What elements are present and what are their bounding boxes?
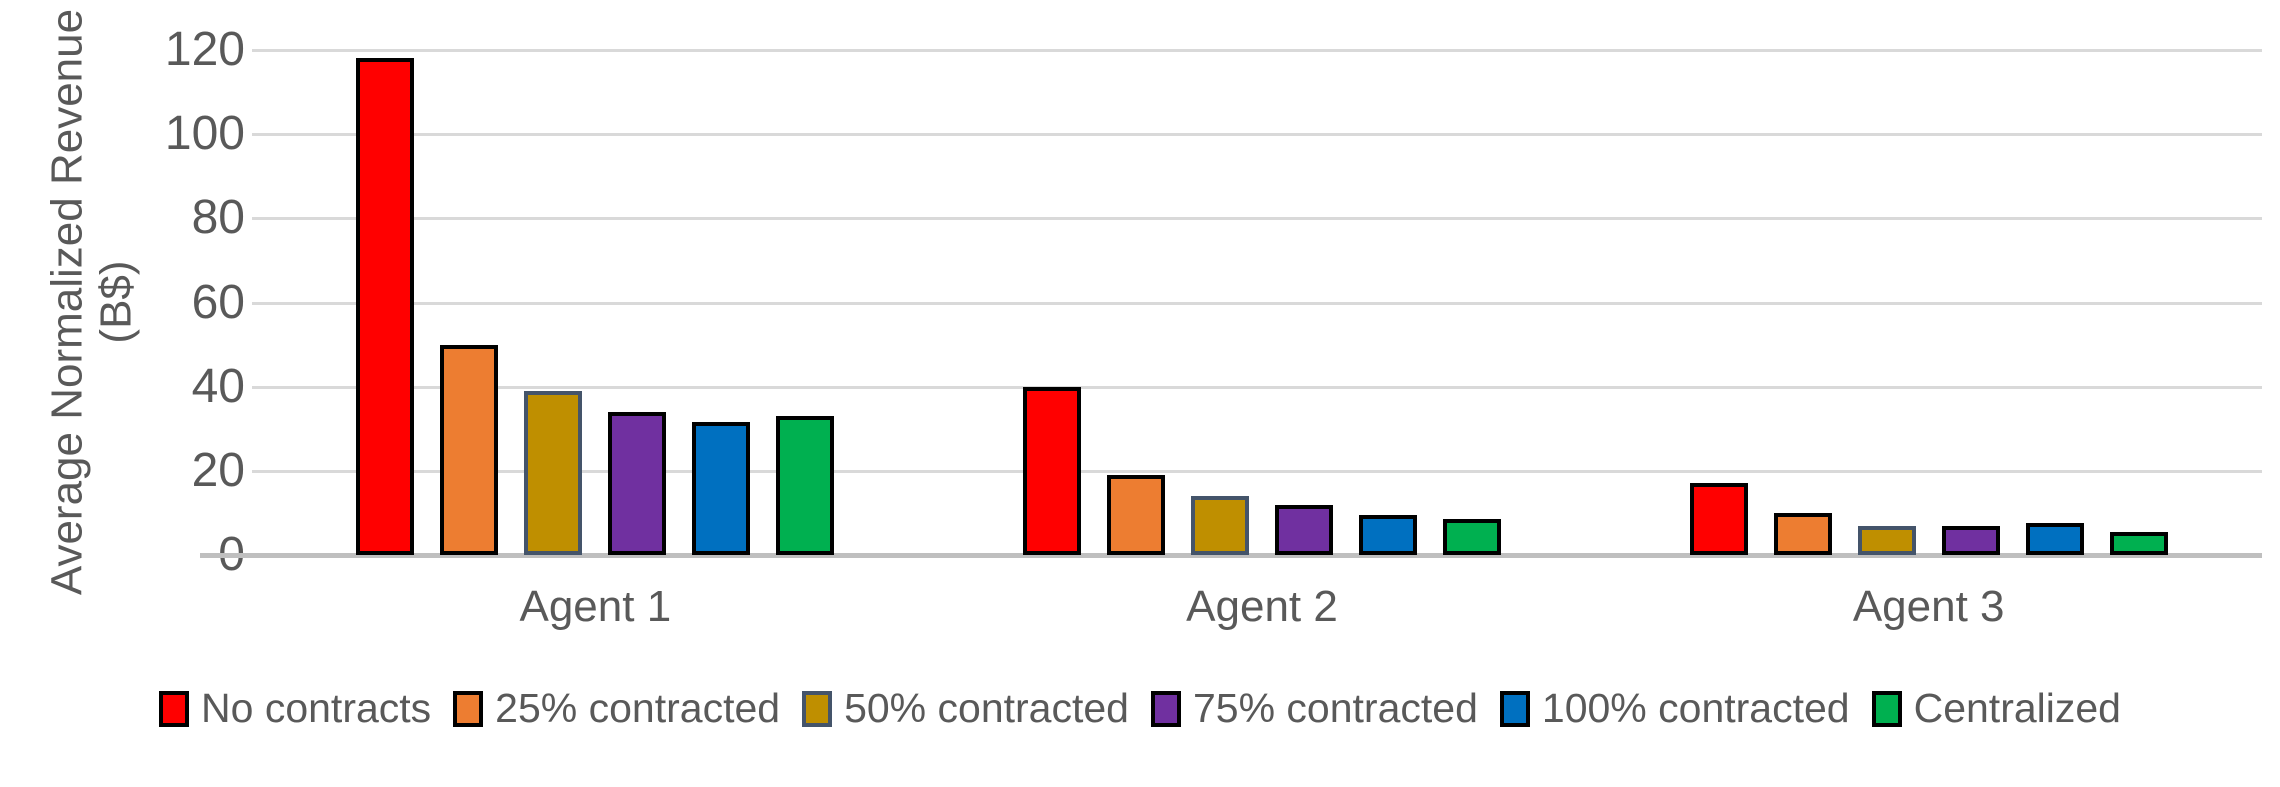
legend-swatch-icon bbox=[1150, 690, 1181, 727]
gridline-120 bbox=[252, 49, 2262, 52]
bar-no-contracts-agent-1 bbox=[356, 58, 415, 555]
bar-75-contracted-agent-3 bbox=[1941, 526, 2000, 555]
bar-groups bbox=[262, 50, 2262, 555]
y-tick-label-40: 40 bbox=[191, 359, 245, 413]
bar-group-agent-3 bbox=[1595, 50, 2262, 555]
y-axis-title-line2: (B$) bbox=[92, 260, 141, 344]
y-tick-label-60: 60 bbox=[191, 275, 245, 329]
legend-swatch-icon bbox=[802, 690, 833, 727]
legend-label: Centralized bbox=[1913, 685, 2121, 731]
gridline-80 bbox=[252, 217, 2262, 221]
legend-swatch-icon bbox=[159, 690, 190, 727]
bar-centralized-agent-3 bbox=[2109, 531, 2168, 555]
legend-swatch-icon bbox=[453, 690, 484, 727]
y-axis-title: Average Normalized Revenue (B$) bbox=[43, 9, 142, 595]
bar-75-contracted-agent-1 bbox=[608, 411, 667, 555]
bar-group-agent-1 bbox=[262, 50, 929, 555]
y-tick-label-80: 80 bbox=[191, 191, 245, 245]
bar-100-contracted-agent-3 bbox=[2025, 523, 2084, 555]
legend-item-75-contracted: 75% contracted bbox=[1150, 685, 1478, 731]
legend-item-100-contracted: 100% contracted bbox=[1499, 685, 1850, 731]
legend-item-50-contracted: 50% contracted bbox=[802, 688, 1129, 729]
bar-no-contracts-agent-2 bbox=[1023, 386, 1081, 555]
bar-75-contracted-agent-2 bbox=[1275, 504, 1333, 555]
legend-item-25-contracted: 25% contracted bbox=[453, 688, 780, 729]
legend-label: 100% contracted bbox=[1541, 685, 1850, 731]
legend-swatch-icon bbox=[1871, 690, 1902, 727]
legend-label: No contracts bbox=[201, 685, 432, 731]
gridline-20 bbox=[252, 469, 2262, 473]
legend-item-no-contracts: No contracts bbox=[159, 688, 431, 729]
bar-50-contracted-agent-3 bbox=[1857, 525, 1916, 555]
legend-item-centralized: Centralized bbox=[1871, 685, 2121, 731]
category-label-agent-2: Agent 2 bbox=[1186, 582, 1338, 631]
category-label-agent-1: Agent 1 bbox=[519, 582, 672, 631]
bar-group-agent-2 bbox=[929, 50, 1596, 555]
bar-50-contracted-agent-2 bbox=[1191, 496, 1249, 555]
y-tick-label-120: 120 bbox=[164, 23, 245, 76]
y-tick-label-100: 100 bbox=[164, 107, 245, 161]
y-axis-tick-labels: 120100806040200 bbox=[140, 26, 245, 579]
gridline-40 bbox=[252, 385, 2262, 389]
category-label-agent-3: Agent 3 bbox=[1852, 582, 2005, 631]
legend: No contracts 25% contracted 50% contracted… bbox=[0, 688, 2280, 729]
plot-area bbox=[200, 49, 2262, 558]
bar-100-contracted-agent-1 bbox=[692, 422, 751, 555]
bar-25-contracted-agent-1 bbox=[440, 344, 499, 555]
bar-centralized-agent-1 bbox=[776, 416, 835, 555]
x-axis-baseline bbox=[200, 553, 2262, 558]
bar-50-contracted-agent-1 bbox=[524, 390, 583, 555]
bar-centralized-agent-2 bbox=[1443, 519, 1501, 555]
legend-label: 25% contracted bbox=[495, 685, 781, 731]
y-axis-title-line1: Average Normalized Revenue bbox=[42, 8, 92, 596]
bar-25-contracted-agent-2 bbox=[1107, 475, 1165, 555]
gridline-60 bbox=[252, 301, 2262, 305]
bar-100-contracted-agent-2 bbox=[1359, 515, 1417, 555]
bar-no-contracts-agent-3 bbox=[1689, 483, 1748, 555]
legend-label: 50% contracted bbox=[844, 685, 1129, 731]
legend-label: 75% contracted bbox=[1192, 685, 1478, 731]
y-tick-label-20: 20 bbox=[191, 443, 245, 497]
gridline-100 bbox=[252, 133, 2262, 137]
legend-swatch-icon bbox=[1499, 690, 1530, 727]
bar-25-contracted-agent-3 bbox=[1773, 512, 1832, 555]
x-axis-category-labels: Agent 1 Agent 2 Agent 3 bbox=[262, 582, 2262, 632]
